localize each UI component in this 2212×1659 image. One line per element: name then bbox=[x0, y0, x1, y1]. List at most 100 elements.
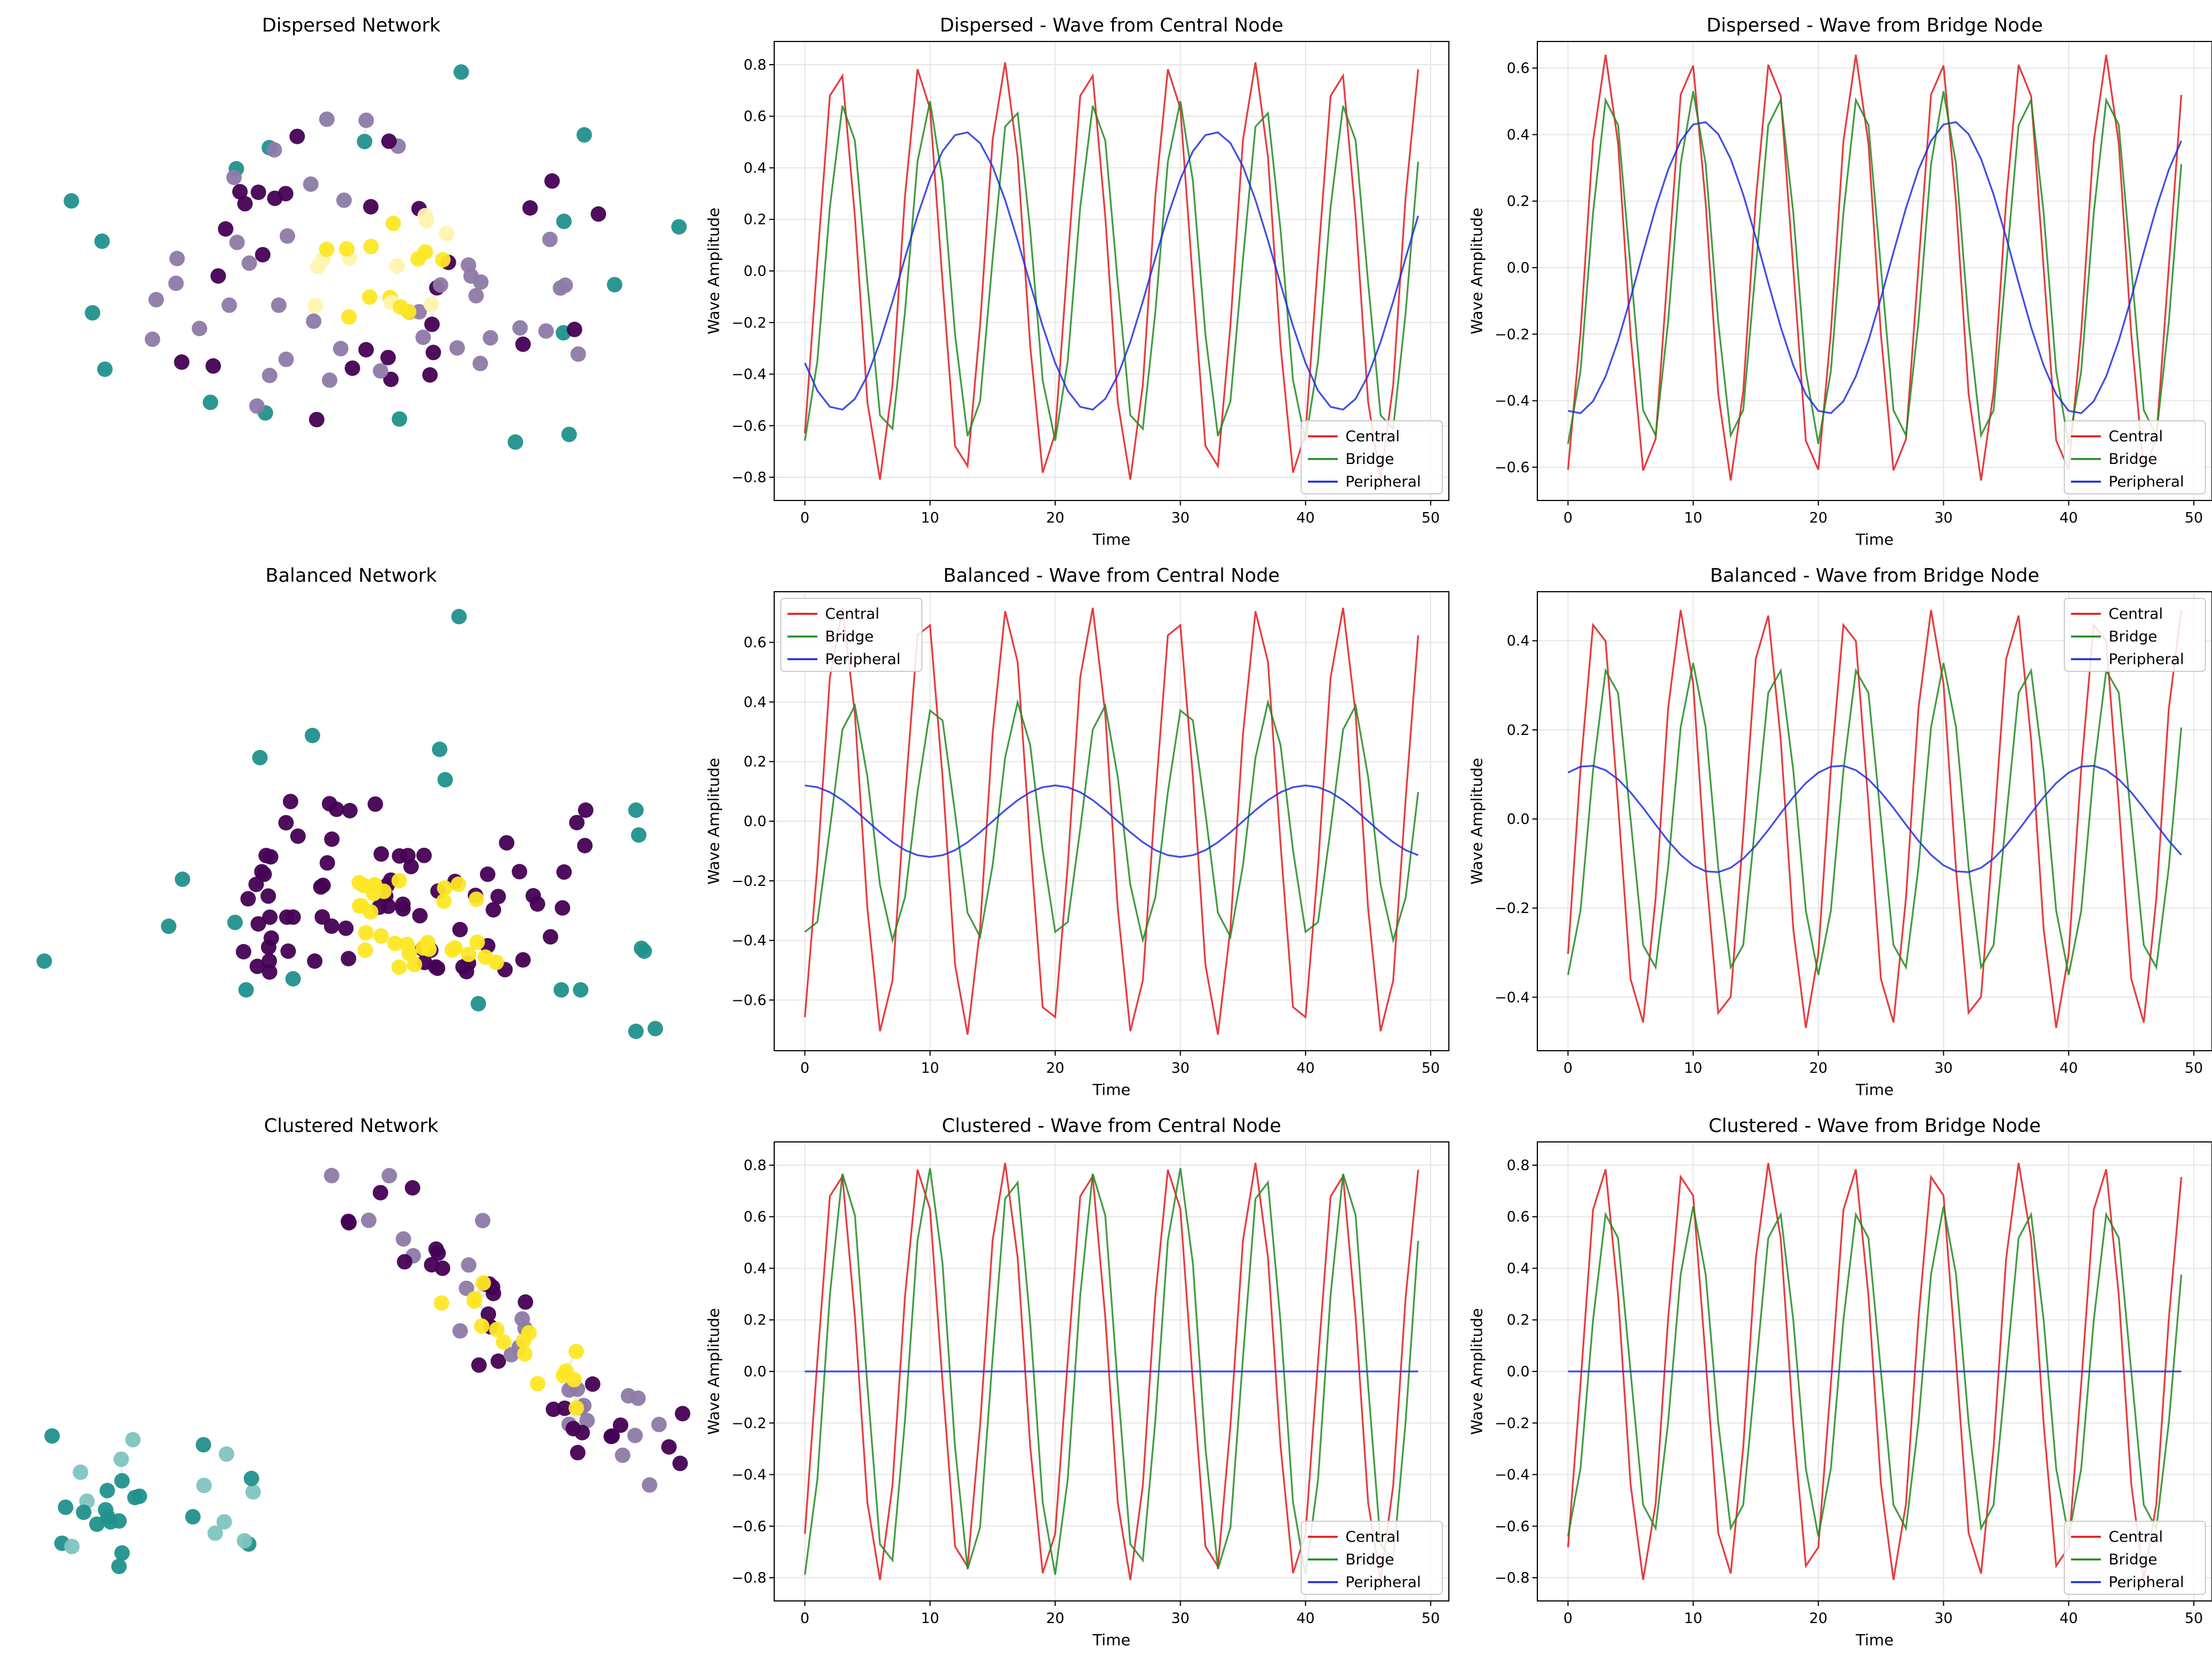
y-tick-label: −0.4 bbox=[1495, 393, 1530, 410]
network-node bbox=[542, 929, 559, 945]
network-node bbox=[262, 909, 278, 925]
network-node bbox=[89, 1516, 105, 1532]
network-node bbox=[430, 960, 446, 976]
y-tick-label: −0.4 bbox=[732, 933, 766, 950]
network-node bbox=[437, 772, 453, 787]
network-node bbox=[338, 920, 354, 936]
y-tick-label: −0.2 bbox=[1495, 900, 1530, 917]
network-node bbox=[357, 942, 373, 958]
y-tick-label: 0.0 bbox=[1507, 1364, 1530, 1380]
network-node bbox=[380, 349, 396, 366]
network-node bbox=[434, 1295, 450, 1311]
network-node bbox=[468, 288, 484, 304]
network-node bbox=[474, 1318, 489, 1334]
network-node bbox=[577, 838, 593, 854]
y-tick-label: −0.4 bbox=[1495, 1467, 1530, 1484]
network-node bbox=[307, 298, 324, 314]
x-tick-label: 10 bbox=[1684, 1060, 1702, 1077]
x-tick-label: 10 bbox=[921, 510, 939, 526]
network-node bbox=[64, 1538, 80, 1554]
network-node bbox=[545, 1401, 561, 1417]
line-chart-2: 0 10 20 30 40 50 −0.6 −0.4 −0.2 0.0 0.2 0.4 0.6 Time W… bbox=[1468, 14, 2212, 549]
network-node bbox=[474, 1213, 491, 1229]
chart-title: Clustered - Wave from Bridge Node bbox=[1709, 1115, 2041, 1137]
network-node bbox=[328, 801, 345, 817]
network-node bbox=[512, 320, 528, 336]
network-node bbox=[491, 1353, 507, 1369]
network-node bbox=[249, 398, 265, 414]
network-node bbox=[237, 1533, 252, 1549]
network-node bbox=[383, 372, 399, 387]
network-node bbox=[290, 828, 306, 844]
legend-box bbox=[1301, 1521, 1443, 1595]
network-node bbox=[175, 872, 190, 887]
network-node bbox=[576, 127, 592, 143]
y-tick-label: −0.2 bbox=[1495, 326, 1530, 343]
network-node bbox=[336, 192, 352, 208]
network-node bbox=[305, 728, 320, 743]
y-tick-label: −0.6 bbox=[732, 418, 766, 435]
network-node bbox=[278, 351, 294, 367]
network-node bbox=[125, 1432, 141, 1448]
x-axis-label: Time bbox=[1092, 1631, 1131, 1649]
network-node bbox=[393, 299, 409, 315]
y-tick-label: 0.4 bbox=[1507, 127, 1530, 143]
network-node bbox=[262, 953, 277, 969]
network-node bbox=[309, 411, 325, 427]
y-tick-label: 0.4 bbox=[744, 1260, 766, 1277]
network-node bbox=[94, 233, 110, 249]
network-node bbox=[515, 336, 531, 352]
x-tick-label: 40 bbox=[2059, 1610, 2078, 1627]
network-node bbox=[432, 742, 447, 757]
network-node bbox=[554, 982, 569, 998]
y-axis-label: Wave Amplitude bbox=[1468, 1308, 1486, 1434]
network-node bbox=[202, 394, 218, 410]
legend: Central Bridge Peripheral bbox=[2064, 420, 2206, 494]
series-line-bridge bbox=[1567, 1206, 2183, 1537]
x-tick-label: 30 bbox=[1171, 1610, 1190, 1627]
x-tick-label: 10 bbox=[1684, 1610, 1702, 1627]
y-tick-label: 0.6 bbox=[1507, 1209, 1530, 1225]
network-node bbox=[207, 1525, 223, 1541]
axes-frame bbox=[1537, 591, 2212, 1051]
network-node bbox=[36, 953, 52, 969]
line-chart-4: 0 10 20 30 40 50 −0.6 −0.4 −0.2 0.0 0.2 0.4 0.6 Time W… bbox=[705, 565, 1449, 1099]
network-node bbox=[458, 1280, 474, 1296]
y-tick-label: −0.8 bbox=[1495, 1570, 1530, 1587]
legend: Central Bridge Peripheral bbox=[2064, 1521, 2206, 1595]
network-node bbox=[430, 1245, 446, 1261]
network-node bbox=[579, 1412, 595, 1428]
network-node bbox=[381, 133, 397, 149]
chart-title: Clustered - Wave from Central Node bbox=[942, 1115, 1281, 1137]
network-node bbox=[439, 226, 455, 242]
x-axis-label: Time bbox=[1855, 530, 1894, 549]
network-node bbox=[387, 936, 403, 952]
network-node bbox=[285, 971, 301, 987]
network-node bbox=[319, 242, 335, 257]
network-node bbox=[578, 802, 594, 818]
network-node bbox=[641, 1477, 658, 1493]
network-node bbox=[216, 1514, 232, 1530]
network-node bbox=[319, 111, 335, 127]
network-plot-6: Clustered Network bbox=[44, 1115, 691, 1574]
network-node bbox=[568, 1343, 584, 1359]
network-node bbox=[333, 341, 349, 357]
network-node bbox=[401, 946, 418, 962]
network-node bbox=[435, 252, 451, 268]
network-node bbox=[558, 1363, 574, 1379]
network-node bbox=[100, 1483, 115, 1499]
line-chart-1: 0 10 20 30 40 50 −0.8 −0.6 −0.4 −0.2 0.0 0.2 0.4 0.6 0… bbox=[705, 14, 1449, 549]
x-tick-label: 20 bbox=[1046, 510, 1065, 526]
y-tick-label: 0.2 bbox=[744, 754, 766, 770]
network-node bbox=[373, 928, 389, 944]
network-node bbox=[471, 1357, 487, 1373]
network-node bbox=[72, 1464, 88, 1480]
network-node bbox=[341, 1215, 357, 1231]
y-tick-label: −0.8 bbox=[732, 469, 766, 486]
network-node bbox=[544, 173, 560, 189]
network-node bbox=[614, 1447, 630, 1463]
network-node bbox=[405, 1180, 420, 1196]
y-tick-label: −0.6 bbox=[1495, 1519, 1530, 1535]
network-node bbox=[358, 925, 374, 941]
network-node bbox=[651, 1416, 667, 1432]
